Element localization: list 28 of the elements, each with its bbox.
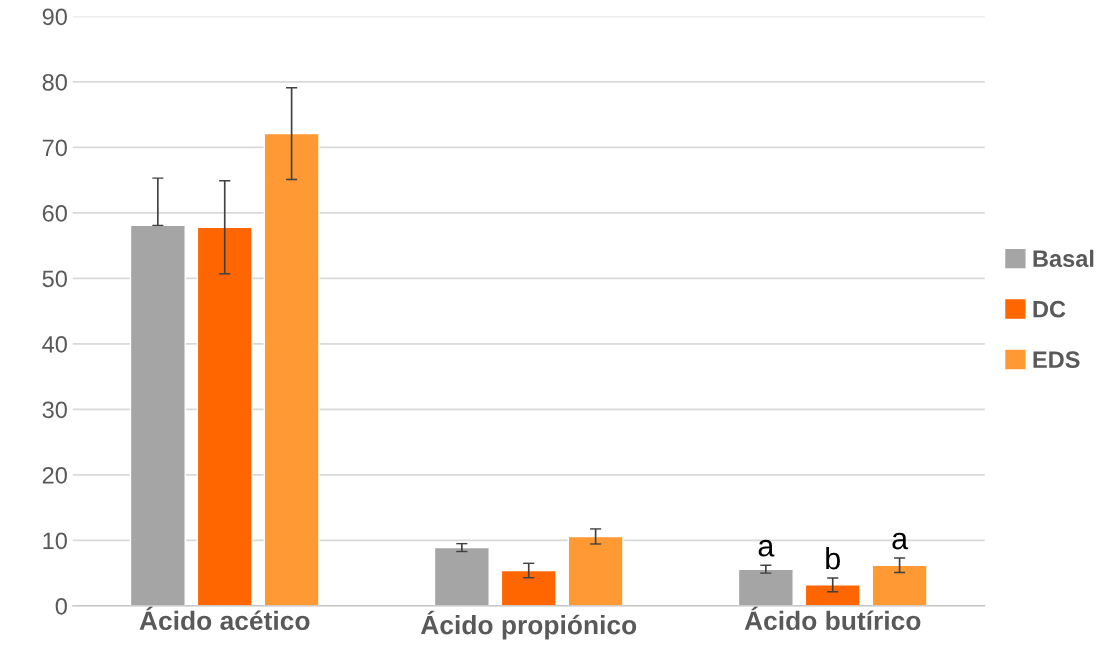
y-tick-label: 10 (43, 532, 67, 550)
y-tick-label: 0 (55, 597, 67, 615)
bar (737, 568, 794, 606)
x-tick-label: Ácido butírico (744, 606, 921, 631)
bar (567, 535, 624, 606)
bar (433, 546, 490, 606)
y-tick-label: 80 (42, 73, 67, 91)
x-tick-label: Ácido acético (139, 606, 310, 631)
bar (871, 564, 928, 606)
bar (129, 224, 186, 606)
legend-label: EDS (1033, 351, 1080, 368)
bar (196, 226, 253, 606)
x-tick-label: Ácido propiónico (420, 610, 637, 640)
legend-label: DC (1033, 300, 1066, 318)
y-tick-label: 90 (42, 8, 67, 26)
y-tick-label: 60 (42, 204, 67, 222)
annotation: a (758, 539, 775, 557)
legend-label: Basal (1033, 249, 1094, 268)
y-tick-label: 50 (42, 270, 67, 288)
annotation: a (892, 532, 909, 550)
bar (804, 584, 861, 606)
y-tick-label: 40 (42, 335, 67, 353)
y-tick-label: 70 (42, 139, 67, 157)
y-tick-label: 20 (42, 466, 67, 484)
bar (500, 569, 557, 606)
bar (263, 132, 320, 606)
y-tick-label: 30 (42, 401, 67, 419)
annotation: b (826, 546, 840, 570)
